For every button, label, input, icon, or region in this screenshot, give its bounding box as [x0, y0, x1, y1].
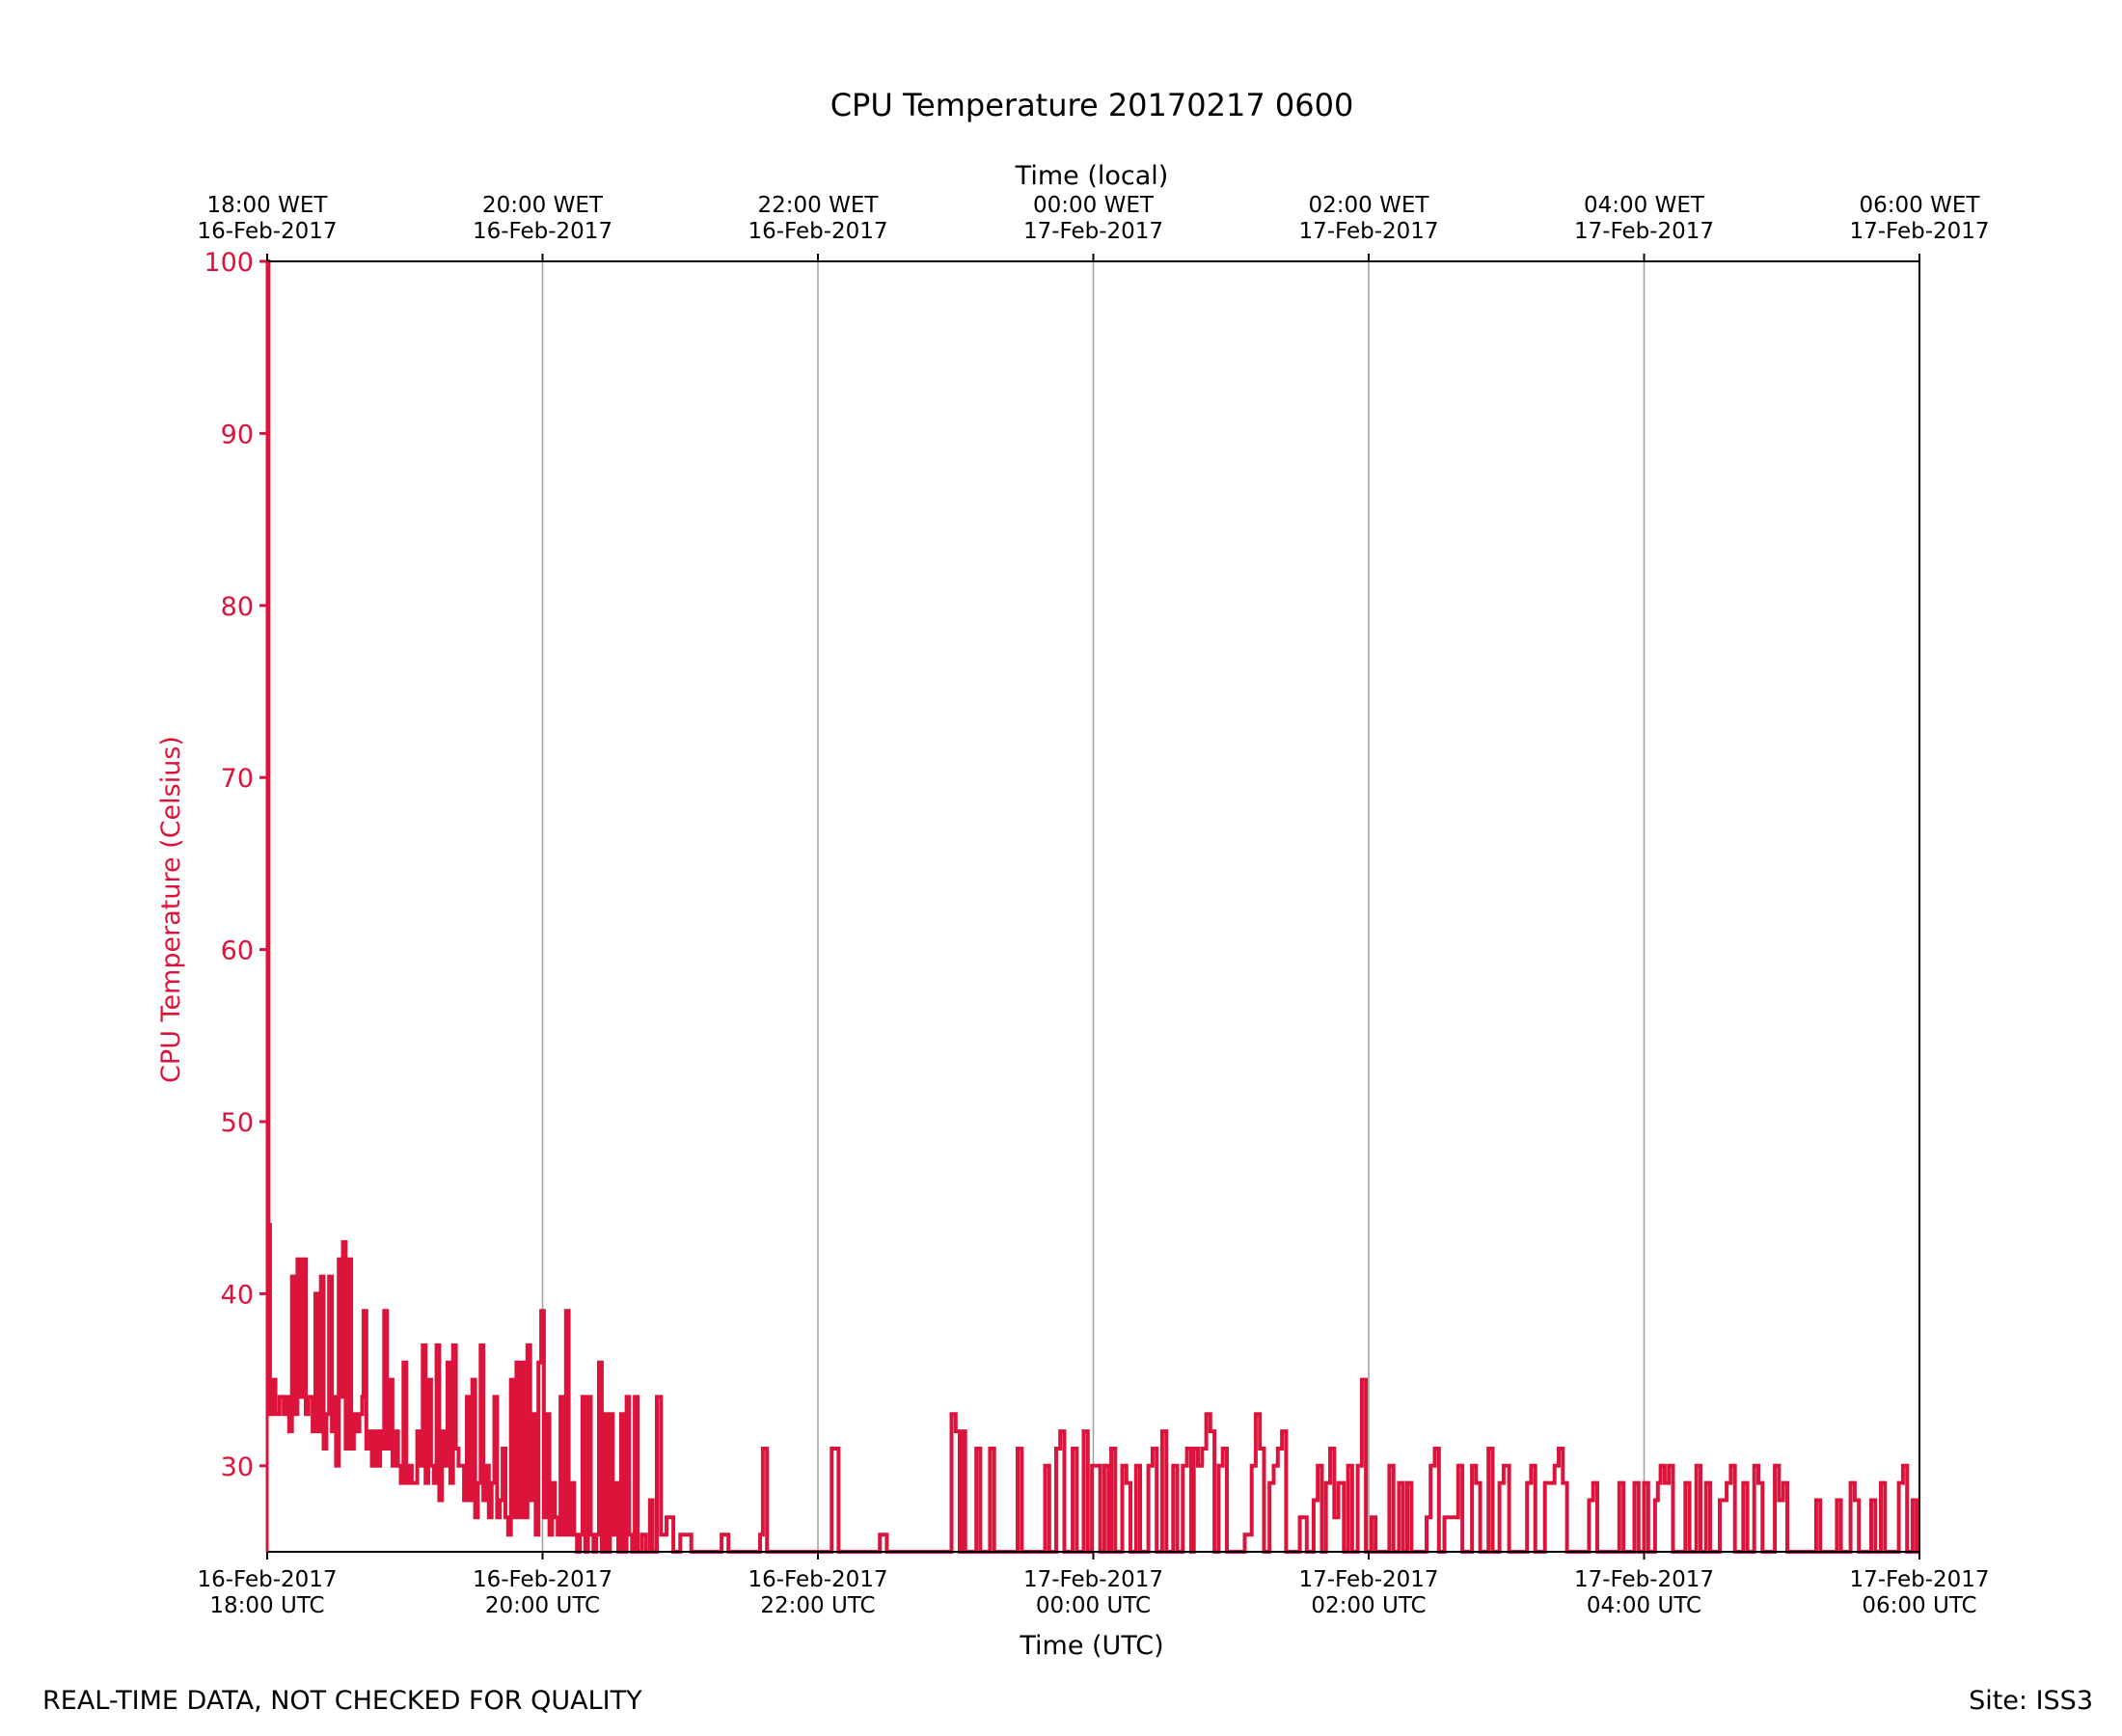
y-tick-label: 80 [221, 592, 254, 622]
x-tick-label-bottom-time: 20:00 UTC [485, 1593, 600, 1618]
x-tick-label-bottom-time: 00:00 UTC [1036, 1593, 1151, 1618]
x-tick-label-bottom-date: 17-Feb-2017 [1574, 1567, 1714, 1592]
x-tick-label-top-date: 16-Feb-2017 [197, 219, 337, 244]
x-tick-label-bottom-date: 17-Feb-2017 [1298, 1567, 1438, 1592]
x-tick-label-bottom-date: 17-Feb-2017 [1023, 1567, 1163, 1592]
y-tick-label: 60 [221, 936, 254, 966]
x-tick-label-top-time: 06:00 WET [1860, 193, 1981, 218]
y-tick-label: 50 [221, 1108, 254, 1138]
x-tick-label-bottom-time: 02:00 UTC [1311, 1593, 1426, 1618]
x-tick-label-bottom-date: 16-Feb-2017 [473, 1567, 612, 1592]
x-tick-label-top-time: 18:00 WET [207, 193, 329, 218]
x-tick-label-bottom-date: 17-Feb-2017 [1849, 1567, 1989, 1592]
x-tick-label-top-date: 17-Feb-2017 [1574, 219, 1714, 244]
y-tick-label: 100 [204, 248, 254, 278]
chart-title: CPU Temperature 20170217 0600 [830, 87, 1354, 123]
x-tick-label-top-date: 16-Feb-2017 [473, 219, 612, 244]
y-tick-label: 40 [221, 1280, 254, 1310]
footer-disclaimer: REAL-TIME DATA, NOT CHECKED FOR QUALITY [42, 1686, 642, 1716]
x-tick-label-bottom-time: 22:00 UTC [760, 1593, 875, 1618]
footer-site: Site: ISS3 [1969, 1686, 2093, 1716]
bottom-axis-label: Time (UTC) [1019, 1631, 1163, 1661]
x-tick-label-top-time: 20:00 WET [482, 193, 604, 218]
x-tick-label-top-date: 17-Feb-2017 [1298, 219, 1438, 244]
y-tick-label: 90 [221, 420, 254, 449]
gridlines [541, 261, 1646, 1552]
y-axis-label: CPU Temperature (Celsius) [156, 736, 186, 1083]
x-tick-label-bottom-date: 16-Feb-2017 [748, 1567, 887, 1592]
x-tick-label-top-time: 22:00 WET [758, 193, 880, 218]
x-tick-label-bottom-time: 04:00 UTC [1587, 1593, 1701, 1618]
x-tick-label-top-time: 04:00 WET [1584, 193, 1705, 218]
x-tick-label-top-time: 02:00 WET [1309, 193, 1430, 218]
x-tick-label-top-date: 17-Feb-2017 [1849, 219, 1989, 244]
y-tick-label: 70 [221, 764, 254, 794]
y-tick-label: 30 [221, 1452, 254, 1482]
top-axis-label: Time (local) [1015, 161, 1169, 191]
x-tick-label-bottom-date: 16-Feb-2017 [197, 1567, 337, 1592]
x-tick-label-bottom-time: 18:00 UTC [209, 1593, 324, 1618]
x-tick-label-top-date: 17-Feb-2017 [1023, 219, 1163, 244]
x-tick-label-bottom-time: 06:00 UTC [1862, 1593, 1976, 1618]
x-tick-label-top-time: 00:00 WET [1033, 193, 1155, 218]
x-tick-label-top-date: 16-Feb-2017 [748, 219, 887, 244]
y-ticks: 30 40 50 60 70 80 90 100 [204, 248, 267, 1482]
